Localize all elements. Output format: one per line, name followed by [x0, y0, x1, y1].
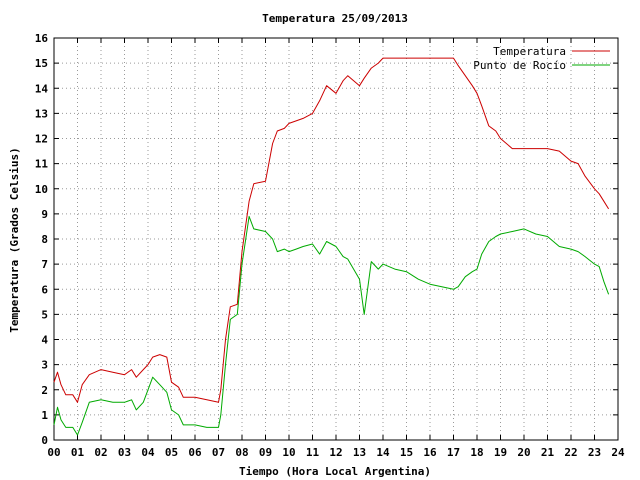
y-tick-label: 14: [35, 82, 49, 95]
legend-label: Temperatura: [493, 45, 566, 58]
y-tick-label: 7: [41, 258, 48, 271]
y-tick-label: 9: [41, 208, 48, 221]
x-tick-label: 22: [564, 446, 577, 459]
x-tick-label: 04: [141, 446, 155, 459]
x-tick-label: 20: [517, 446, 530, 459]
x-tick-label: 14: [376, 446, 390, 459]
x-tick-label: 13: [353, 446, 366, 459]
x-tick-label: 11: [306, 446, 320, 459]
y-tick-label: 2: [41, 384, 48, 397]
x-tick-label: 23: [588, 446, 601, 459]
y-tick-label: 12: [35, 133, 48, 146]
x-tick-label: 03: [118, 446, 131, 459]
y-tick-label: 3: [41, 359, 48, 372]
y-tick-label: 13: [35, 107, 48, 120]
x-tick-label: 06: [188, 446, 202, 459]
y-tick-label: 0: [41, 434, 48, 447]
y-axis-title: Temperatura (Grados Celsius): [8, 147, 21, 332]
y-tick-label: 8: [41, 233, 48, 246]
x-tick-label: 01: [71, 446, 85, 459]
grid: [54, 38, 618, 440]
series: [53, 57, 610, 436]
y-tick-label: 16: [35, 32, 49, 45]
x-tick-label: 05: [165, 446, 178, 459]
x-tick-label: 19: [494, 446, 507, 459]
x-tick-label: 24: [611, 446, 625, 459]
y-tick-label: 15: [35, 57, 48, 70]
x-tick-label: 00: [47, 446, 60, 459]
y-tick-label: 1: [41, 409, 48, 422]
y-tick-label: 5: [41, 308, 48, 321]
y-tick-label: 11: [35, 158, 49, 171]
x-tick-label: 09: [259, 446, 272, 459]
x-tick-label: 07: [212, 446, 225, 459]
x-tick-label: 16: [423, 446, 437, 459]
x-tick-label: 10: [282, 446, 295, 459]
y-tick-label: 10: [35, 183, 48, 196]
x-tick-label: 15: [400, 446, 413, 459]
x-tick-label: 12: [329, 446, 342, 459]
x-tick-label: 18: [470, 446, 483, 459]
series-line-punto-de-rocio: [53, 215, 610, 436]
x-tick-label: 08: [235, 446, 248, 459]
x-tick-label: 17: [447, 446, 460, 459]
y-tick-label: 4: [41, 334, 48, 347]
legend-label: Punto de Rocío: [473, 59, 566, 72]
x-axis-title: Tiempo (Hora Local Argentina): [239, 465, 431, 478]
series-line-temperatura: [53, 57, 610, 403]
y-tick-label: 6: [41, 283, 48, 296]
x-tick-label: 02: [94, 446, 107, 459]
chart-title: Temperatura 25/09/2013: [262, 12, 408, 25]
x-tick-label: 21: [541, 446, 555, 459]
